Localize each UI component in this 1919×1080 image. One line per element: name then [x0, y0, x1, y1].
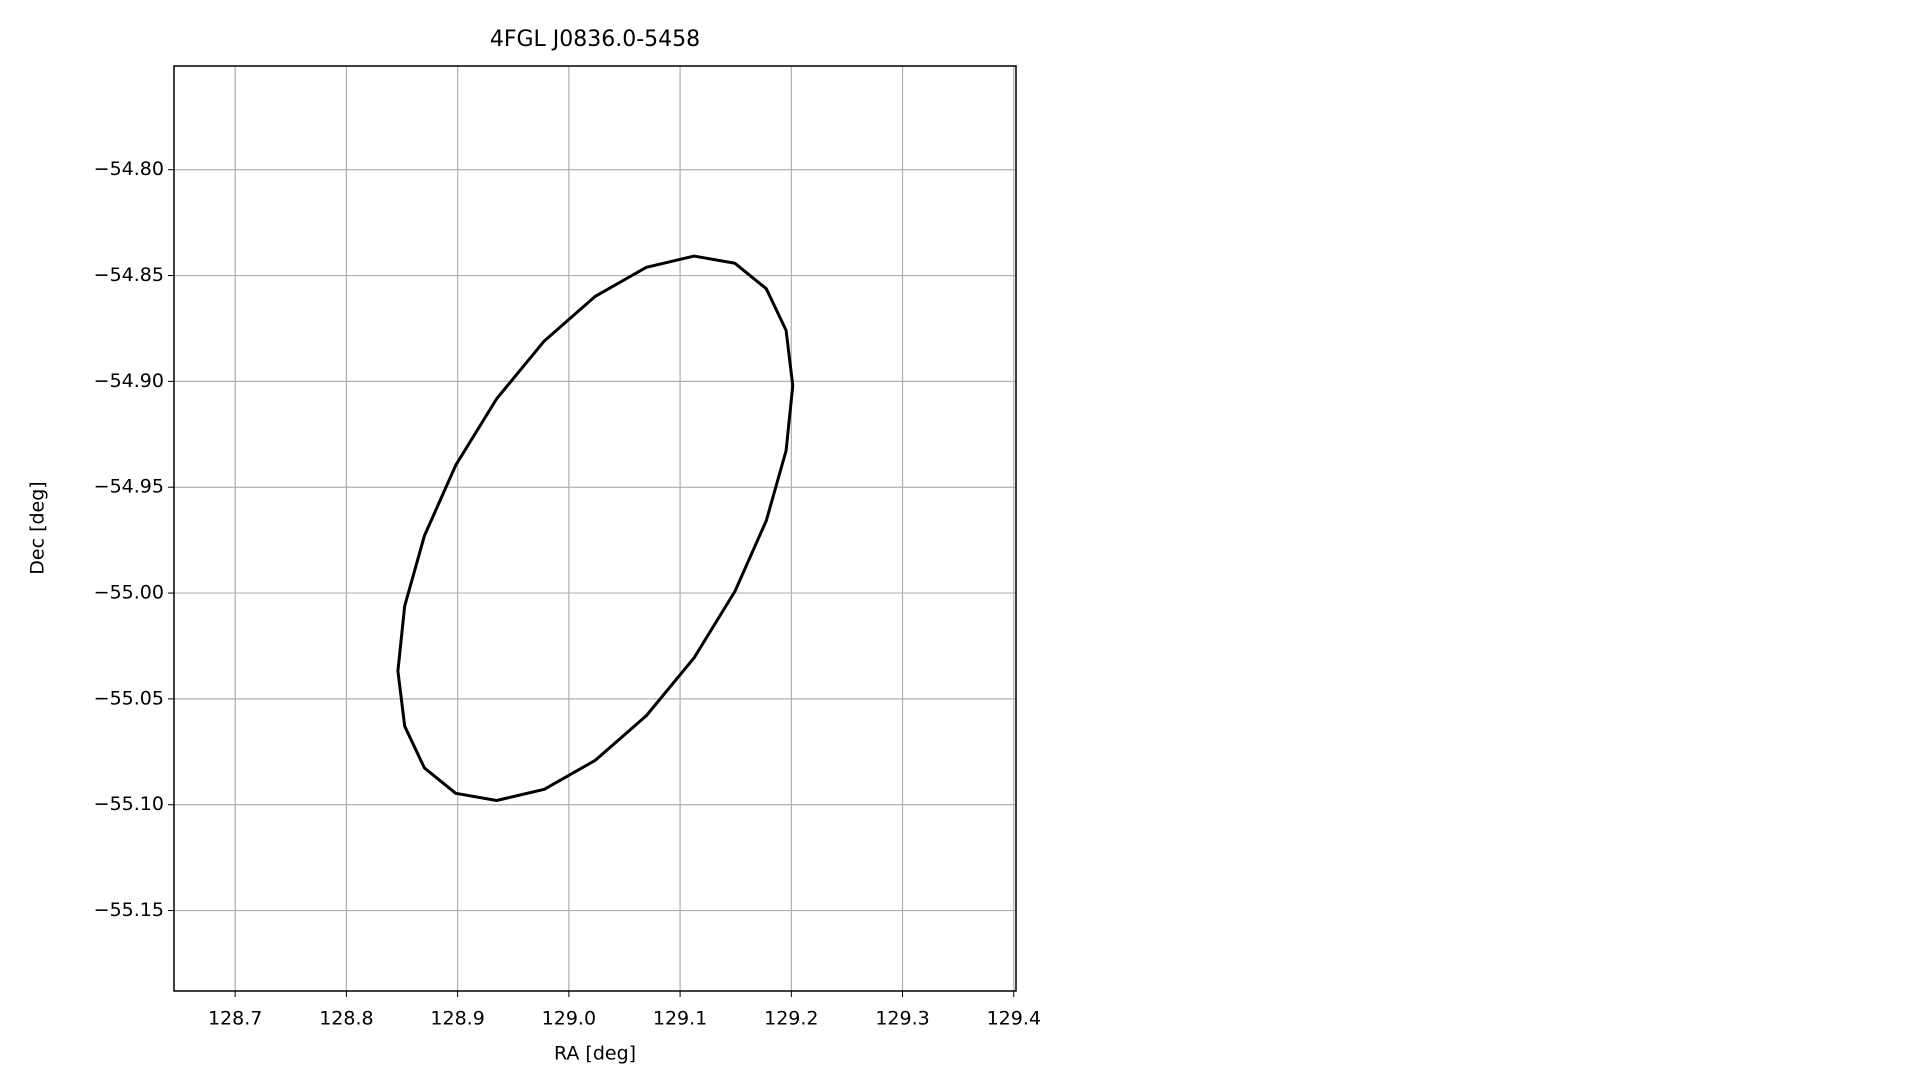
x-tick-label: 129.4 [987, 1008, 1041, 1030]
y-tick-label: −54.80 [94, 158, 164, 180]
x-tick-label: 128.7 [208, 1008, 262, 1030]
x-tick-label: 129.0 [542, 1008, 596, 1030]
x-tick-label: 129.2 [764, 1008, 818, 1030]
ellipse-line [396, 254, 795, 802]
y-axis-label: Dec [deg] [27, 481, 49, 574]
plot-frame [173, 65, 1017, 992]
x-tick-label: 129.1 [653, 1008, 707, 1030]
y-tick-label: −55.15 [94, 899, 164, 921]
y-tick-label: −55.00 [94, 582, 164, 604]
x-tick-label: 128.9 [430, 1008, 484, 1030]
y-tick-label: −54.85 [94, 264, 164, 286]
y-tick-label: −55.10 [94, 793, 164, 815]
y-tick-label: −54.90 [94, 370, 164, 392]
chart-title: 4FGL J0836.0-5458 [490, 27, 700, 52]
x-tick-label: 129.3 [875, 1008, 929, 1030]
y-tick-label: −55.05 [94, 687, 164, 709]
y-tick-label: −54.95 [94, 476, 164, 498]
x-axis-label: RA [deg] [554, 1043, 636, 1065]
x-tick-label: 128.8 [319, 1008, 373, 1030]
